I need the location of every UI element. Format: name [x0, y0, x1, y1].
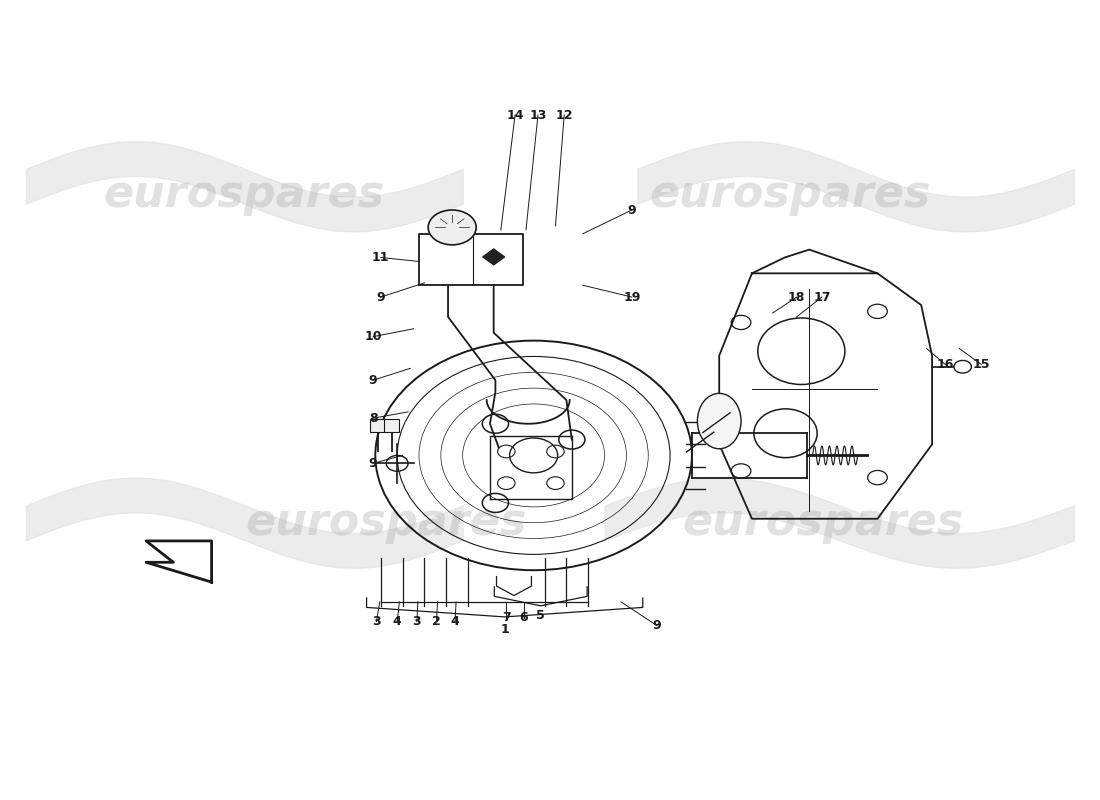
Text: 3: 3 [372, 615, 381, 628]
Text: 8: 8 [368, 412, 377, 425]
Text: 18: 18 [788, 290, 805, 303]
Text: 2: 2 [432, 615, 441, 628]
Text: eurospares: eurospares [649, 173, 931, 216]
Text: 1: 1 [500, 623, 509, 636]
Ellipse shape [697, 394, 741, 449]
Text: 9: 9 [376, 290, 385, 303]
Text: 16: 16 [936, 358, 954, 371]
Circle shape [954, 361, 971, 373]
Polygon shape [483, 249, 505, 265]
Text: 11: 11 [372, 251, 389, 264]
Text: 7: 7 [502, 611, 510, 624]
Text: eurospares: eurospares [245, 502, 527, 544]
Text: 12: 12 [556, 109, 573, 122]
Text: 17: 17 [813, 290, 830, 303]
Text: 9: 9 [368, 374, 377, 386]
Text: 19: 19 [624, 290, 640, 303]
Text: 10: 10 [364, 330, 382, 343]
Text: 15: 15 [972, 358, 990, 371]
Text: 4: 4 [393, 615, 402, 628]
Text: 9: 9 [368, 457, 377, 470]
FancyBboxPatch shape [370, 419, 385, 432]
Text: 13: 13 [529, 109, 547, 122]
Polygon shape [146, 541, 211, 582]
FancyBboxPatch shape [384, 419, 399, 432]
Text: 5: 5 [537, 609, 546, 622]
Text: 14: 14 [506, 109, 524, 122]
Text: 6: 6 [519, 611, 528, 624]
Text: 3: 3 [412, 615, 421, 628]
Text: eurospares: eurospares [682, 502, 964, 544]
Text: 9: 9 [628, 203, 636, 217]
Text: eurospares: eurospares [103, 173, 385, 216]
Text: 9: 9 [652, 619, 661, 632]
Text: 4: 4 [451, 615, 460, 628]
Circle shape [428, 210, 476, 245]
